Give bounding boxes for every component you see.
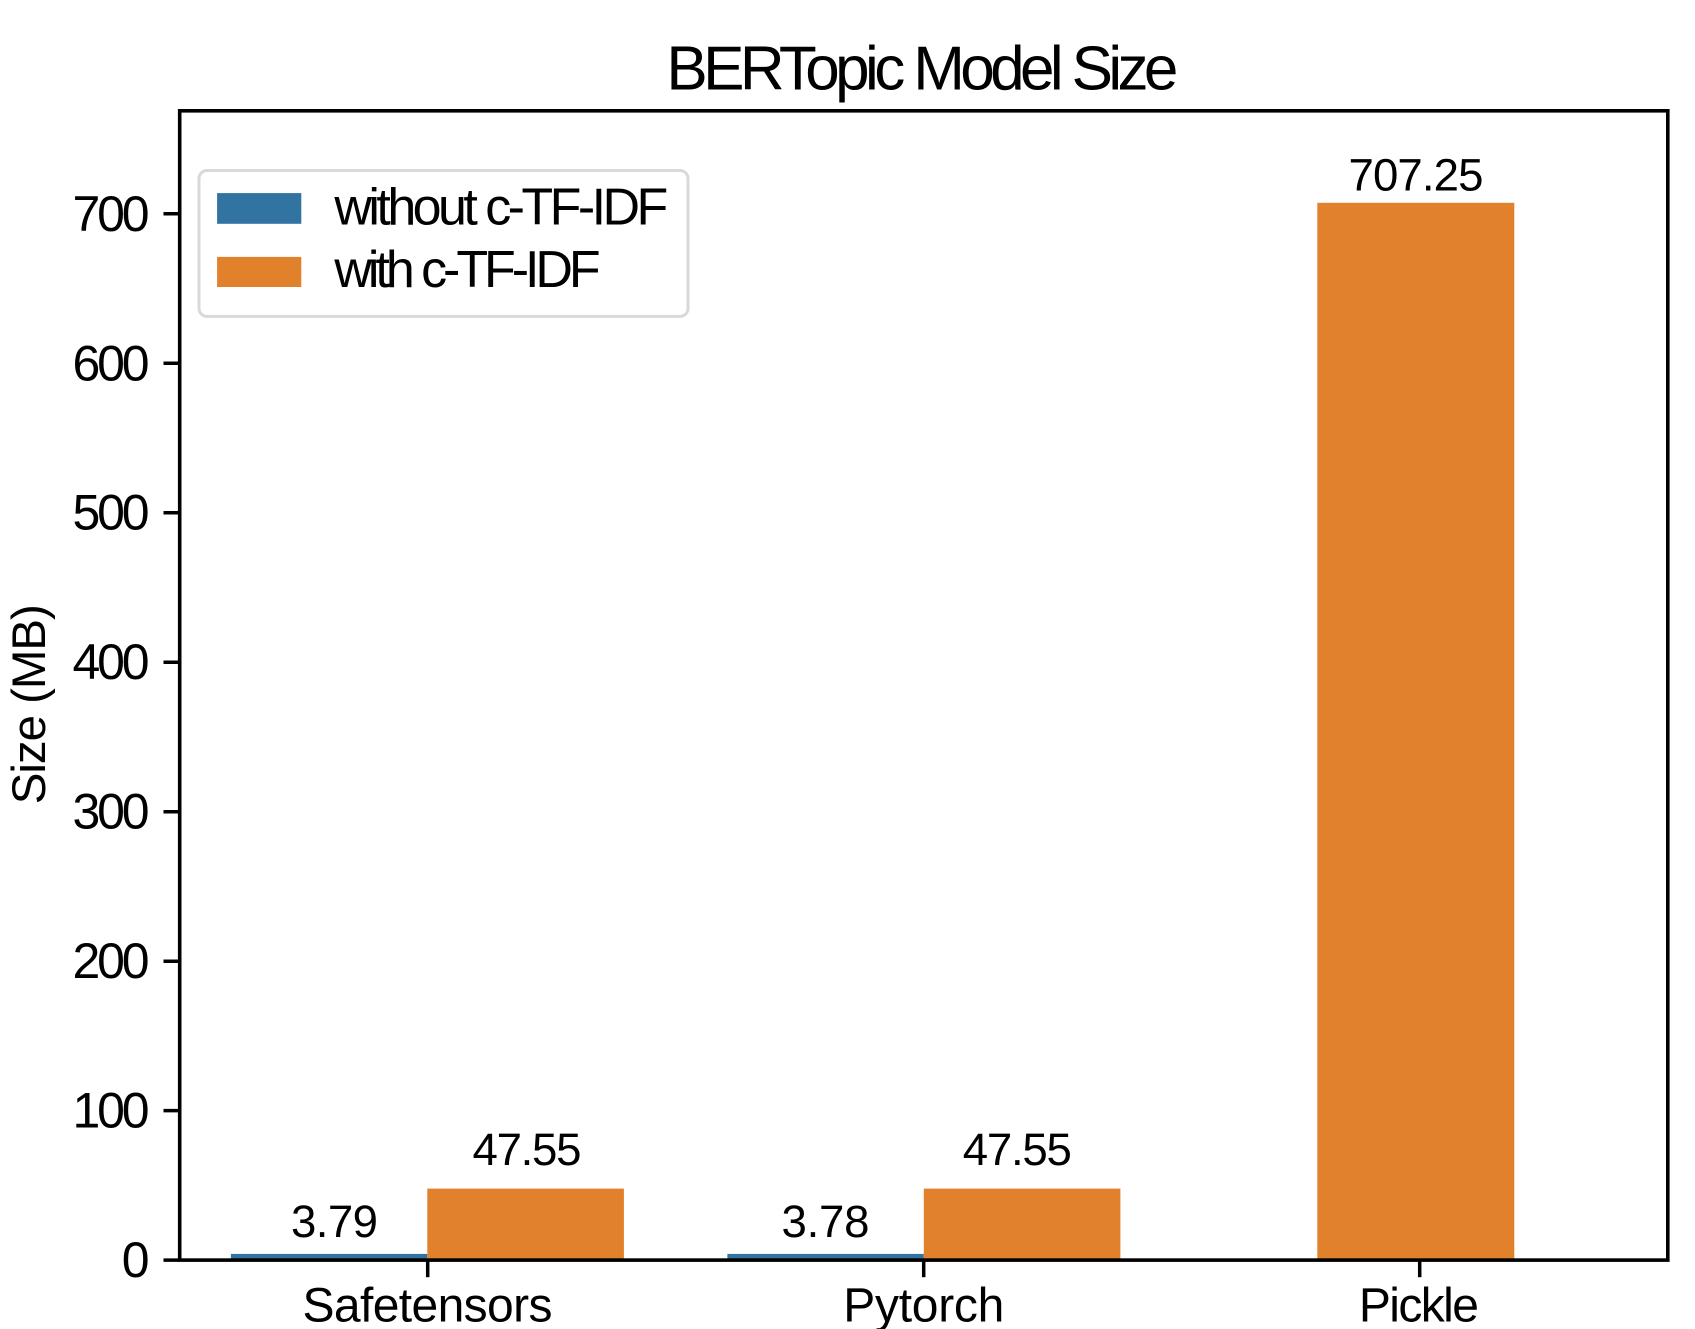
svg-text:707.25: 707.25 [1349,150,1484,201]
svg-text:300: 300 [73,784,150,840]
svg-text:Pickle: Pickle [1359,1279,1479,1329]
svg-text:BERTopic Model Size: BERTopic Model Size [666,35,1178,104]
svg-text:200: 200 [73,933,150,989]
svg-text:600: 600 [73,335,150,391]
svg-text:500: 500 [73,485,150,541]
svg-text:with c-TF-IDF: with c-TF-IDF [333,241,600,299]
svg-text:100: 100 [73,1083,150,1139]
svg-text:without c-TF-IDF: without c-TF-IDF [333,179,668,237]
svg-text:3.79: 3.79 [291,1196,378,1247]
svg-text:3.78: 3.78 [782,1196,870,1247]
svg-text:0: 0 [122,1232,150,1288]
svg-text:400: 400 [73,634,150,690]
svg-text:Pytorch: Pytorch [843,1279,1004,1329]
svg-text:47.55: 47.55 [963,1124,1072,1175]
svg-text:700: 700 [73,186,150,242]
svg-text:Safetensors: Safetensors [303,1279,553,1329]
svg-text:Size (MB): Size (MB) [3,604,56,804]
svg-text:47.55: 47.55 [473,1124,582,1175]
